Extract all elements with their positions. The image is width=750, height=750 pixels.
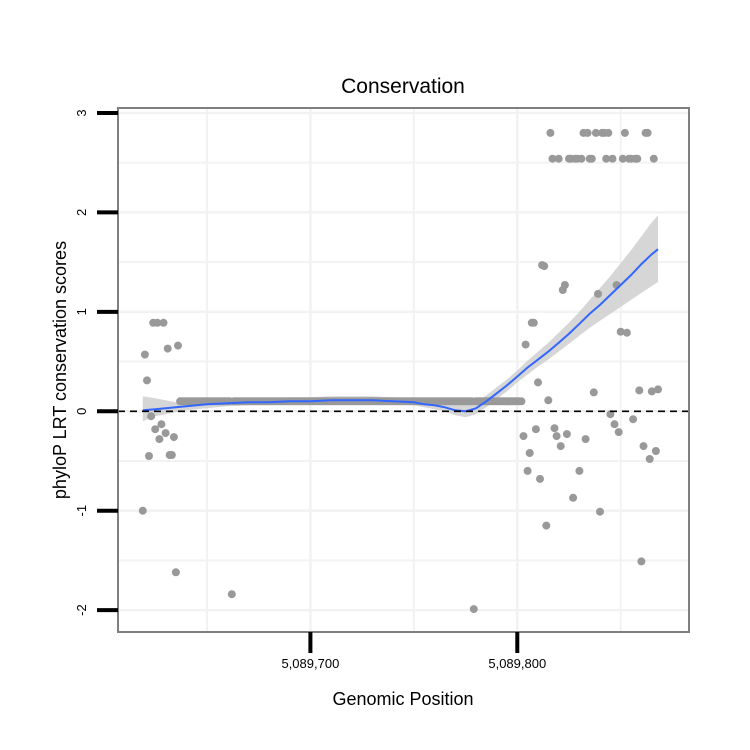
data-point bbox=[610, 420, 619, 429]
data-point bbox=[587, 154, 596, 163]
data-point bbox=[596, 507, 604, 516]
data-point bbox=[155, 435, 164, 444]
data-point bbox=[554, 154, 563, 163]
data-point bbox=[629, 415, 638, 424]
data-point bbox=[649, 154, 658, 163]
data-point bbox=[654, 385, 662, 394]
data-point bbox=[542, 521, 551, 530]
y-axis-label: phyloP LRT conservation scores bbox=[50, 241, 70, 499]
x-tick-label: 5,089,800 bbox=[488, 656, 546, 671]
confidence-band bbox=[142, 215, 659, 422]
data-point bbox=[583, 128, 592, 137]
data-point bbox=[147, 412, 156, 421]
data-point bbox=[569, 493, 578, 502]
data-point bbox=[560, 281, 569, 289]
data-point bbox=[159, 318, 168, 327]
data-point bbox=[531, 425, 540, 434]
data-point bbox=[577, 154, 586, 163]
data-point bbox=[521, 340, 530, 349]
data-point bbox=[544, 396, 553, 405]
data-point bbox=[523, 466, 532, 475]
data-point bbox=[529, 318, 538, 327]
y-tick-label: 1 bbox=[74, 308, 89, 315]
data-point bbox=[469, 605, 478, 614]
data-point bbox=[140, 350, 149, 359]
data-point bbox=[536, 474, 544, 483]
grid-lines bbox=[118, 108, 689, 632]
data-point bbox=[169, 433, 178, 442]
data-point bbox=[647, 387, 656, 396]
data-point bbox=[606, 410, 615, 419]
data-point bbox=[591, 128, 600, 137]
data-point bbox=[540, 262, 549, 271]
data-point bbox=[614, 428, 623, 437]
data-point bbox=[517, 397, 526, 406]
data-point bbox=[604, 128, 613, 137]
data-point bbox=[550, 424, 559, 433]
data-point bbox=[635, 386, 644, 395]
data-point bbox=[525, 449, 534, 457]
confidence-band-layer bbox=[142, 215, 659, 422]
y-tick-label: 2 bbox=[74, 209, 89, 216]
data-point bbox=[602, 154, 611, 163]
data-point bbox=[174, 341, 182, 350]
data-point bbox=[616, 327, 625, 336]
data-point bbox=[163, 344, 172, 353]
x-axis: 5,089,700 5,089,800 bbox=[281, 632, 546, 671]
data-point bbox=[548, 154, 557, 163]
y-tick-label: 0 bbox=[74, 408, 89, 415]
y-axis: -2 -1 0 1 2 3 bbox=[74, 109, 118, 616]
data-point bbox=[594, 289, 602, 298]
data-point bbox=[637, 557, 646, 566]
data-point bbox=[651, 447, 660, 455]
data-point bbox=[145, 452, 153, 460]
data-point bbox=[546, 128, 555, 137]
data-point bbox=[645, 455, 654, 463]
data-point bbox=[534, 378, 542, 387]
data-point bbox=[581, 435, 590, 444]
data-point bbox=[620, 128, 629, 137]
y-tick-label: -2 bbox=[74, 604, 89, 616]
data-point bbox=[157, 420, 166, 429]
data-point bbox=[151, 425, 160, 434]
data-point bbox=[171, 568, 180, 577]
data-point bbox=[153, 318, 162, 327]
data-point bbox=[575, 466, 584, 475]
y-tick-label: -1 bbox=[74, 505, 89, 517]
chart-title: Conservation bbox=[341, 75, 465, 98]
data-point bbox=[138, 506, 147, 515]
data-point bbox=[633, 154, 642, 163]
data-point bbox=[519, 432, 528, 441]
x-tick-label: 5,089,700 bbox=[281, 656, 339, 671]
x-axis-label: Genomic Position bbox=[332, 689, 473, 709]
data-point bbox=[643, 128, 652, 137]
data-point bbox=[227, 590, 236, 599]
data-point bbox=[143, 376, 151, 385]
data-point bbox=[556, 442, 565, 451]
panel-border bbox=[117, 107, 690, 633]
data-point bbox=[589, 388, 598, 397]
data-point bbox=[639, 442, 648, 451]
data-point bbox=[562, 430, 571, 439]
y-tick-label: 3 bbox=[74, 109, 89, 116]
data-point bbox=[552, 432, 561, 441]
data-point bbox=[618, 154, 627, 163]
data-point bbox=[167, 451, 176, 459]
data-point bbox=[161, 429, 170, 438]
data-point bbox=[622, 328, 631, 337]
data-point bbox=[608, 154, 617, 163]
